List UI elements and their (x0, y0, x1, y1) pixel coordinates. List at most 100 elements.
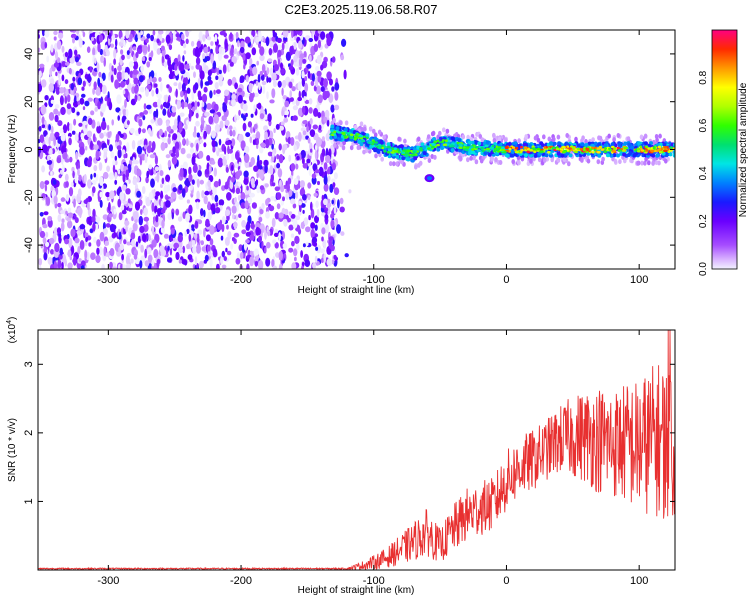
band-halo (490, 156, 495, 162)
noise-speckle (267, 151, 273, 157)
band-halo (478, 134, 483, 139)
noise-speckle (125, 263, 131, 269)
band-cell (672, 153, 675, 158)
band-halo (547, 136, 552, 142)
band-core (596, 151, 601, 154)
noise-speckle (195, 244, 201, 254)
noise-speckle (221, 223, 225, 233)
noise-speckle (259, 113, 265, 120)
band-halo (466, 157, 470, 163)
noise-speckle (276, 162, 281, 169)
noise-speckle (106, 124, 110, 131)
noise-speckle (132, 178, 137, 186)
noise-speckle (301, 265, 304, 269)
noise-speckle (204, 168, 210, 175)
noise-speckle (213, 180, 220, 188)
noise-speckle (308, 37, 314, 43)
noise-speckle (144, 248, 148, 259)
noise-speckle (109, 223, 116, 233)
noise-speckle (214, 34, 218, 42)
noise-speckle (58, 174, 62, 179)
band-cell (401, 156, 406, 161)
noise-speckle (138, 215, 143, 226)
noise-speckle (145, 87, 149, 97)
noise-speckle (331, 162, 336, 171)
noise-speckle (58, 32, 64, 39)
noise-speckle (331, 56, 336, 63)
noise-speckle (325, 132, 331, 142)
noise-speckle (174, 63, 178, 71)
noise-speckle (265, 257, 271, 267)
noise-speckle (308, 215, 311, 221)
noise-speckle (297, 40, 303, 49)
noise-speckle (100, 120, 107, 131)
noise-speckle (92, 186, 96, 194)
noise-speckle (90, 173, 93, 180)
band-cell (477, 141, 482, 146)
noise-speckle (155, 87, 159, 95)
noise-speckle (195, 57, 201, 65)
noise-speckle (115, 38, 118, 48)
band-halo (580, 138, 584, 144)
noise-speckle (119, 191, 125, 202)
noise-speckle (248, 92, 254, 103)
noise-speckle (216, 67, 220, 76)
noise-speckle (86, 46, 91, 53)
band-halo (565, 133, 569, 138)
noise-speckle (194, 82, 199, 91)
band-halo (362, 149, 366, 155)
noise-speckle (118, 212, 123, 221)
band-halo (373, 132, 378, 138)
noise-speckle (249, 136, 253, 144)
noise-speckle (272, 239, 277, 244)
band-core (427, 147, 431, 150)
noise-speckle (55, 71, 58, 77)
noise-speckle (90, 140, 93, 150)
noise-speckle (111, 119, 114, 126)
noise-speckle (271, 88, 276, 99)
noise-speckle (144, 153, 148, 164)
noise-speckle (215, 202, 219, 207)
noise-speckle (100, 103, 106, 113)
noise-speckle (95, 173, 99, 182)
band-cell (468, 140, 472, 145)
band-halo (469, 155, 473, 161)
noise-speckle (87, 201, 90, 211)
noise-speckle (200, 240, 204, 246)
noise-speckle (210, 203, 216, 212)
noise-speckle (53, 227, 58, 235)
noise-speckle (221, 216, 226, 225)
noise-speckle (207, 244, 211, 252)
band-core (652, 146, 656, 150)
noise-speckle (244, 200, 249, 209)
band-halo (344, 120, 349, 126)
band-core (393, 147, 398, 150)
band-core (480, 147, 484, 150)
noise-speckle (310, 228, 315, 239)
noise-speckle (96, 239, 101, 247)
noise-speckle (188, 173, 193, 182)
band-cell (379, 140, 384, 145)
band-halo (498, 160, 503, 165)
noise-speckle (306, 125, 309, 133)
noise-speckle (291, 86, 296, 92)
band-core (491, 144, 495, 148)
x-tick-label: -200 (230, 274, 252, 286)
noise-speckle (314, 224, 318, 231)
noise-speckle (60, 133, 66, 142)
noise-speckle (105, 223, 111, 228)
band-halo (445, 128, 450, 134)
noise-speckle (278, 125, 285, 131)
noise-speckle (175, 251, 180, 261)
noise-speckle (57, 202, 62, 208)
band-cell (616, 153, 620, 158)
noise-speckle (235, 31, 239, 39)
noise-speckle (38, 47, 41, 53)
noise-speckle (140, 65, 145, 73)
noise-speckle (89, 228, 94, 234)
noise-speckle (132, 60, 139, 70)
noise-speckle (202, 34, 206, 42)
noise-speckle (178, 121, 183, 131)
noise-speckle (263, 37, 266, 43)
band-cell (457, 148, 462, 153)
